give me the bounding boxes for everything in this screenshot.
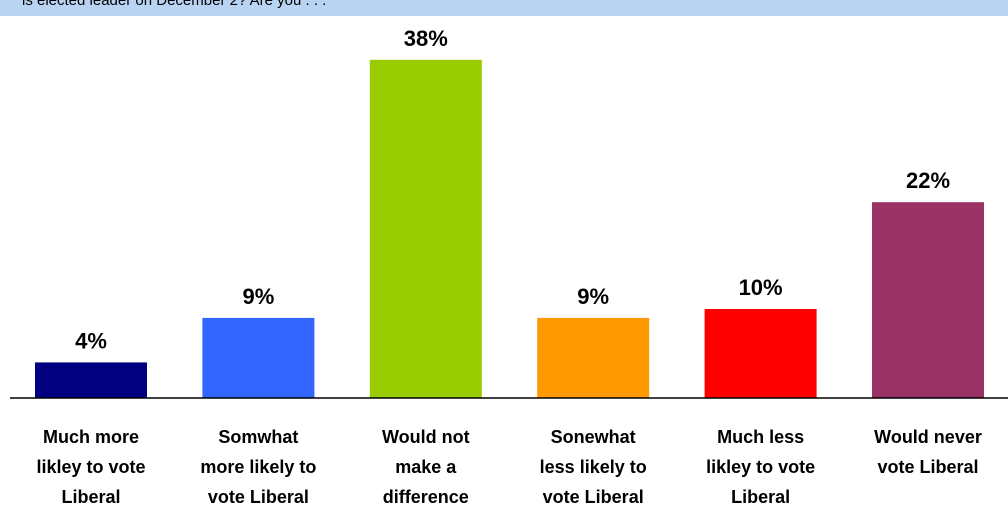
bar-6 — [872, 202, 984, 398]
category-label-line: likley to vote — [706, 457, 816, 477]
category-label-line: difference — [382, 487, 469, 507]
category-label-line: Liberal — [61, 487, 121, 507]
category-label-line: Would not — [381, 427, 470, 447]
category-label-2: Somwhat more likely to vote Liberal — [178, 422, 338, 510]
category-label-line: Much less — [717, 427, 805, 447]
data-label-2: 9% — [243, 284, 275, 309]
data-label-4: 9% — [577, 284, 609, 309]
category-label-1: Much more likley to vote Liberal — [11, 422, 171, 510]
category-label-line: likley to vote — [36, 457, 146, 477]
category-label-line: Somwhat — [218, 427, 299, 447]
category-label-4: Sonewhat less likely to vote Liberal — [513, 422, 673, 510]
category-label-line: vote Liberal — [877, 457, 979, 477]
category-label-line: Liberal — [731, 487, 791, 507]
data-label-5: 10% — [739, 275, 783, 300]
category-label-line: make a — [395, 457, 457, 477]
data-label-6: 22% — [906, 168, 950, 193]
data-label-1: 4% — [75, 328, 107, 353]
question-banner: is elected leader on December 2? Are you… — [0, 0, 1008, 16]
category-label-line: Much more — [42, 427, 139, 447]
bar-1 — [35, 362, 147, 398]
category-label-5: Much less likley to vote Liberal — [681, 422, 841, 510]
bar-2 — [202, 317, 315, 398]
question-text: is elected leader on December 2? Are you… — [22, 0, 327, 9]
category-label-line: Would never — [874, 427, 982, 447]
category-label-line: less likely to — [539, 457, 647, 477]
category-label-line: vote Liberal — [542, 487, 644, 507]
bar-4 — [537, 317, 650, 398]
bar-5 — [704, 309, 817, 398]
data-label-3: 38% — [404, 26, 448, 51]
category-label-line: more likely to — [200, 457, 317, 477]
category-label-line: vote Liberal — [207, 487, 309, 507]
bar-3 — [369, 59, 482, 399]
category-label-6: Would never vote Liberal — [848, 422, 1008, 482]
category-label-3: Would not make a difference — [346, 422, 506, 510]
category-label-line: Sonewhat — [550, 427, 636, 447]
